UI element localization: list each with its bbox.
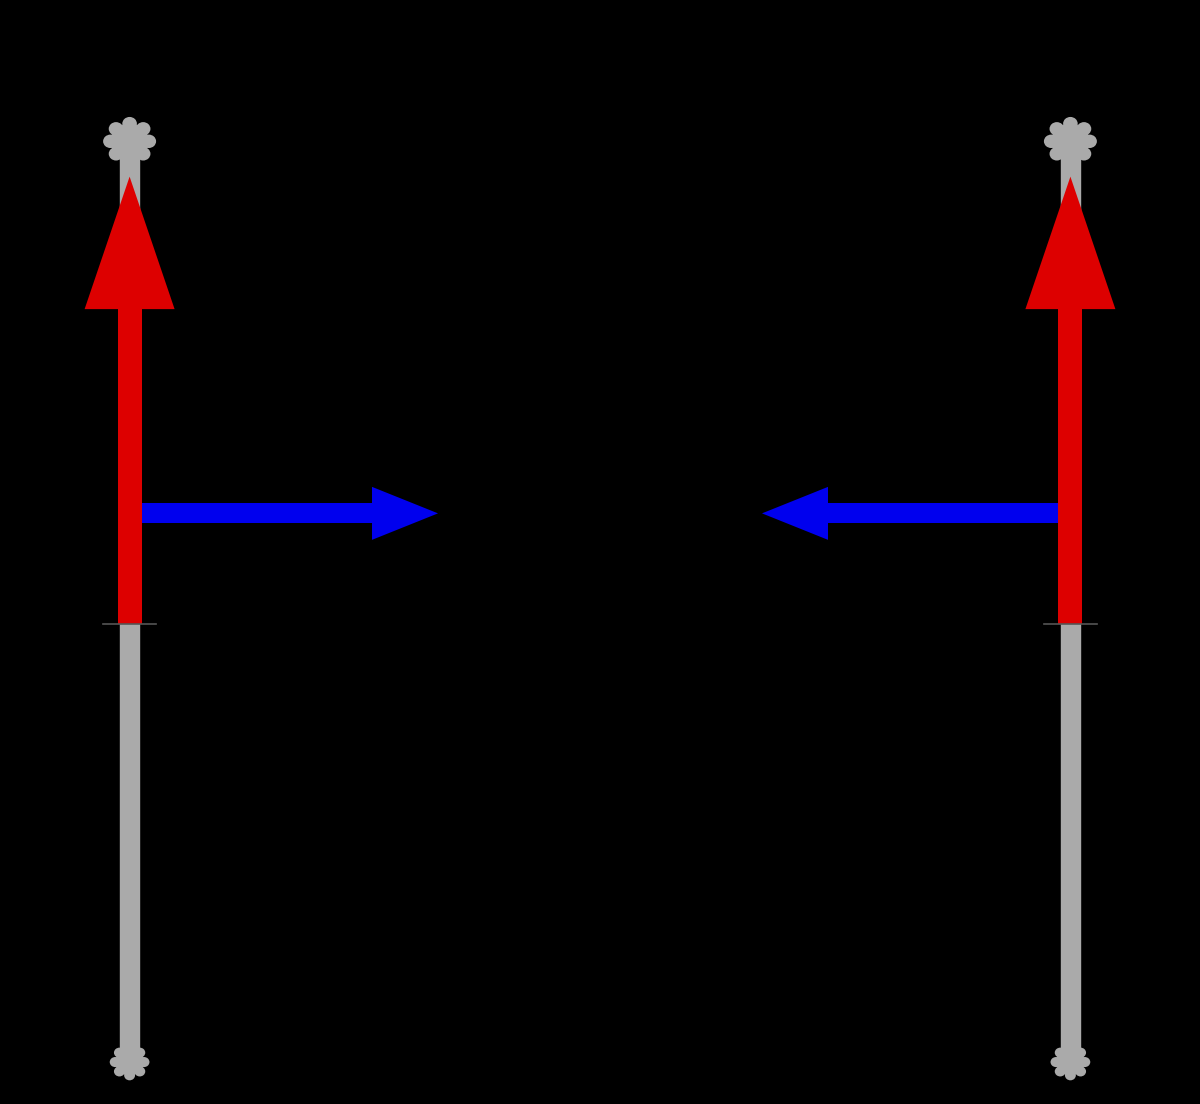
Circle shape <box>1075 1048 1086 1058</box>
Circle shape <box>109 147 124 160</box>
Circle shape <box>1076 147 1091 160</box>
Bar <box>1061 149 1080 1062</box>
Circle shape <box>1055 1066 1066 1076</box>
Bar <box>120 149 139 1062</box>
Circle shape <box>114 1048 125 1058</box>
Circle shape <box>142 135 156 148</box>
Circle shape <box>136 123 150 136</box>
Circle shape <box>1064 1070 1076 1081</box>
Circle shape <box>110 124 149 159</box>
Circle shape <box>1050 123 1064 136</box>
Circle shape <box>109 123 124 136</box>
Circle shape <box>134 1048 145 1058</box>
Circle shape <box>1075 1066 1086 1076</box>
Circle shape <box>138 1057 150 1068</box>
Polygon shape <box>84 177 175 309</box>
Circle shape <box>134 1066 145 1076</box>
Circle shape <box>115 1049 144 1075</box>
Bar <box>828 503 1058 523</box>
Circle shape <box>1076 123 1091 136</box>
Circle shape <box>1056 1049 1085 1075</box>
Circle shape <box>109 1057 121 1068</box>
Circle shape <box>103 135 118 148</box>
Circle shape <box>114 1066 125 1076</box>
Polygon shape <box>372 487 438 540</box>
Circle shape <box>1063 117 1078 130</box>
Polygon shape <box>762 487 828 540</box>
Bar <box>118 309 142 624</box>
Circle shape <box>1051 124 1090 159</box>
Circle shape <box>1079 1057 1091 1068</box>
Circle shape <box>1082 135 1097 148</box>
Circle shape <box>136 147 150 160</box>
Circle shape <box>1063 152 1078 166</box>
Polygon shape <box>1026 177 1116 309</box>
Circle shape <box>124 1070 136 1081</box>
Circle shape <box>1050 1057 1062 1068</box>
Circle shape <box>1044 135 1058 148</box>
Bar <box>1058 309 1082 624</box>
Circle shape <box>1064 1043 1076 1054</box>
Circle shape <box>1050 147 1064 160</box>
Circle shape <box>122 152 137 166</box>
Bar <box>142 503 372 523</box>
Circle shape <box>124 1043 136 1054</box>
Circle shape <box>122 117 137 130</box>
Circle shape <box>1055 1048 1066 1058</box>
